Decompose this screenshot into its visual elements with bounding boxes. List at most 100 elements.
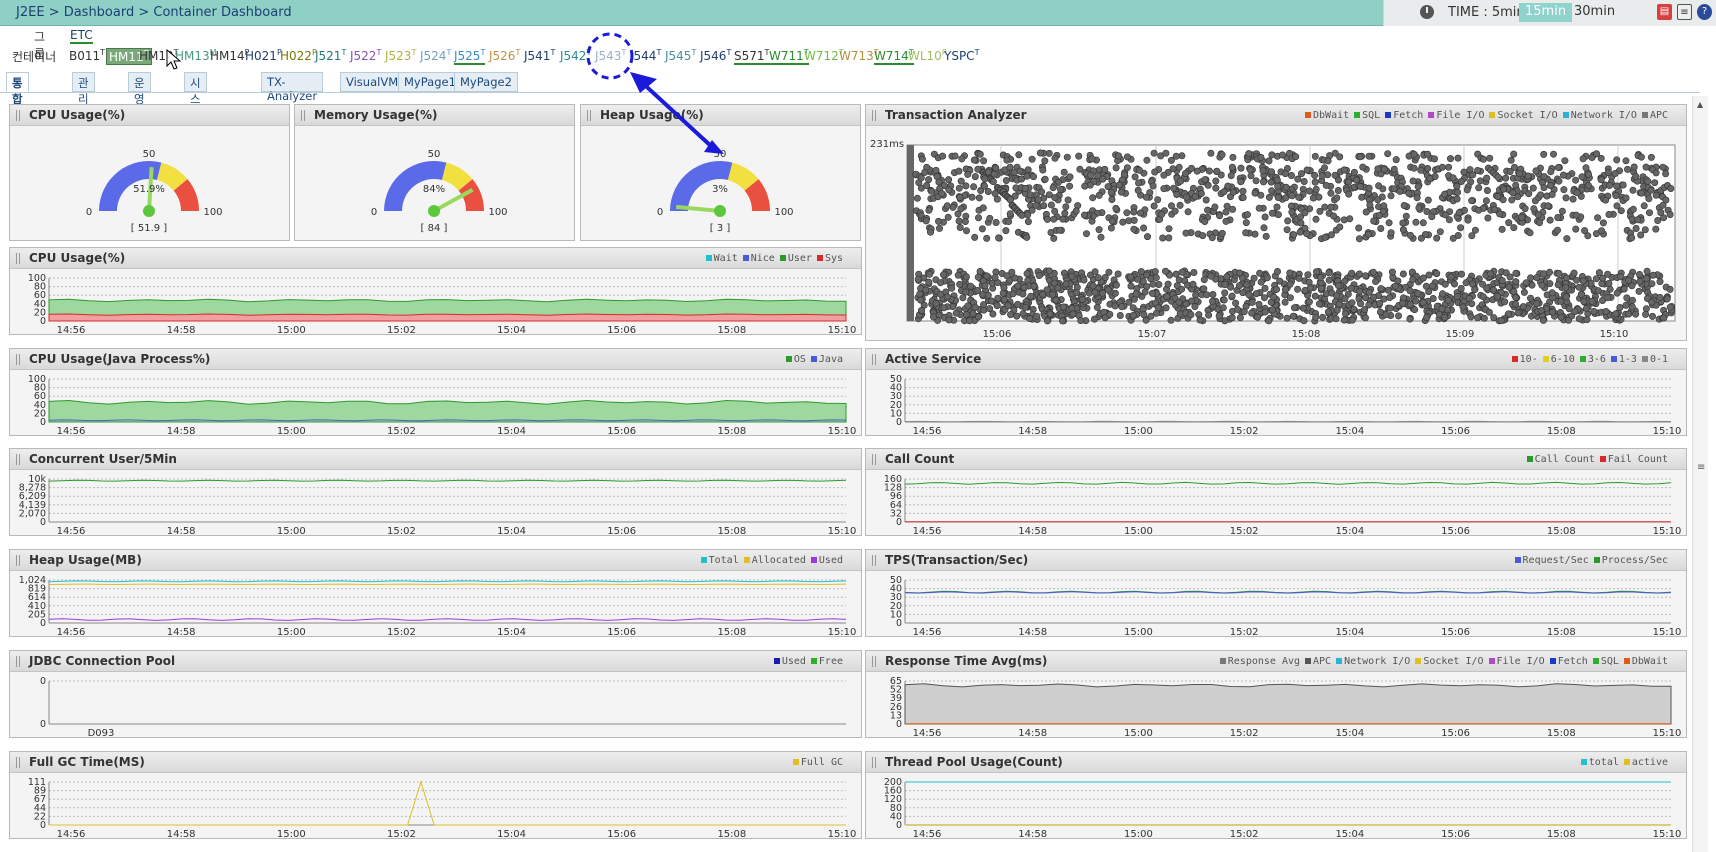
scatter-point[interactable] xyxy=(1290,231,1298,239)
scatter-point[interactable] xyxy=(1356,182,1364,190)
scatter-point[interactable] xyxy=(1097,233,1105,241)
scatter-point[interactable] xyxy=(916,290,924,298)
scatter-point[interactable] xyxy=(1222,217,1230,225)
scatter-point[interactable] xyxy=(963,311,971,319)
scatter-point[interactable] xyxy=(971,303,979,311)
scatter-point[interactable] xyxy=(1080,276,1088,284)
scatter-point[interactable] xyxy=(1177,177,1185,185)
scatter-point[interactable] xyxy=(1519,303,1527,311)
scatter-point[interactable] xyxy=(1666,211,1674,219)
scatter-point[interactable] xyxy=(1327,231,1335,239)
scatter-point[interactable] xyxy=(1155,281,1163,289)
scatter-point[interactable] xyxy=(1003,156,1011,164)
container-chip[interactable]: J546T xyxy=(700,48,731,63)
scatter-point[interactable] xyxy=(1045,267,1053,275)
scatter-point[interactable] xyxy=(1534,211,1542,219)
scatter-point[interactable] xyxy=(1052,296,1060,304)
scatter-point[interactable] xyxy=(937,279,945,287)
scatter-point[interactable] xyxy=(1580,298,1588,306)
scatter-point[interactable] xyxy=(1459,303,1467,311)
scatter-point[interactable] xyxy=(1089,194,1097,202)
scatter-point[interactable] xyxy=(968,193,976,201)
scatter-point[interactable] xyxy=(1376,300,1384,308)
scatter-point[interactable] xyxy=(1469,171,1477,179)
scatter-point[interactable] xyxy=(1312,215,1320,223)
scatter-point[interactable] xyxy=(1330,212,1338,220)
container-chip[interactable]: HM12T xyxy=(139,48,179,63)
legend-item[interactable]: Request/Sec xyxy=(1514,555,1589,566)
scatter-point[interactable] xyxy=(1457,224,1465,232)
scatter-point[interactable] xyxy=(918,155,926,163)
scatter-point[interactable] xyxy=(1506,167,1514,175)
scatter-point[interactable] xyxy=(1374,196,1382,204)
scatter-point[interactable] xyxy=(1526,294,1534,302)
scatter-point[interactable] xyxy=(964,170,972,178)
scatter-point[interactable] xyxy=(1104,286,1112,294)
drag-grip-icon[interactable] xyxy=(16,757,20,768)
scatter-point[interactable] xyxy=(1162,149,1170,157)
scatter-point[interactable] xyxy=(1597,176,1605,184)
legend-item[interactable]: DbWait xyxy=(1623,656,1668,667)
scatter-point[interactable] xyxy=(1592,275,1600,283)
scatter-point[interactable] xyxy=(991,189,999,197)
scatter-point[interactable] xyxy=(1582,164,1590,172)
scatter-point[interactable] xyxy=(1023,233,1031,241)
scatter-point[interactable] xyxy=(1059,317,1067,325)
scatter-point[interactable] xyxy=(1540,270,1548,278)
scatter-point[interactable] xyxy=(991,274,999,282)
scatter-point[interactable] xyxy=(1521,205,1529,213)
scatter-point[interactable] xyxy=(1554,163,1562,171)
scatter-point[interactable] xyxy=(1512,278,1520,286)
scatter-point[interactable] xyxy=(1387,192,1395,200)
scatter-point[interactable] xyxy=(1370,217,1378,225)
scatter-point[interactable] xyxy=(1134,186,1142,194)
scatter-point[interactable] xyxy=(1361,272,1369,280)
scatter-point[interactable] xyxy=(1229,188,1237,196)
scatter-point[interactable] xyxy=(1173,191,1181,199)
container-chip[interactable]: J521T xyxy=(315,48,346,63)
scatter-point[interactable] xyxy=(1222,208,1230,216)
scatter-point[interactable] xyxy=(955,184,963,192)
container-chip[interactable]: W711T xyxy=(769,48,809,65)
scatter-point[interactable] xyxy=(1548,289,1556,297)
scatter-point[interactable] xyxy=(1597,227,1605,235)
drag-grip-icon[interactable] xyxy=(872,354,876,365)
scatter-point[interactable] xyxy=(1045,191,1053,199)
scatter-point[interactable] xyxy=(1493,292,1501,300)
scatter-point[interactable] xyxy=(1505,219,1513,227)
scatter-point[interactable] xyxy=(1311,178,1319,186)
panel-header[interactable]: Memory Usage(%) xyxy=(295,105,574,126)
scatter-point[interactable] xyxy=(956,193,964,201)
scatter-point[interactable] xyxy=(1023,270,1031,278)
scatter-point[interactable] xyxy=(1219,304,1227,312)
scatter-point[interactable] xyxy=(943,293,951,301)
scatter-point[interactable] xyxy=(1494,173,1502,181)
container-chip[interactable]: J542T xyxy=(560,48,591,63)
breadcrumb[interactable]: J2EE > Dashboard > Container Dashboard xyxy=(16,5,292,20)
scatter-point[interactable] xyxy=(1154,304,1162,312)
scatter-point[interactable] xyxy=(1480,314,1488,322)
scatter-point[interactable] xyxy=(1396,187,1404,195)
scatter-point[interactable] xyxy=(1297,219,1305,227)
container-chip[interactable]: HM14P xyxy=(210,48,249,63)
scatter-point[interactable] xyxy=(1027,292,1035,300)
scatter-point[interactable] xyxy=(1487,270,1495,278)
scatter-point[interactable] xyxy=(1321,233,1329,241)
drag-grip-icon[interactable] xyxy=(872,757,876,768)
scatter-point[interactable] xyxy=(1505,310,1513,318)
scatter-point[interactable] xyxy=(1247,172,1255,180)
scatter-point[interactable] xyxy=(1193,167,1201,175)
scatter-point[interactable] xyxy=(1252,290,1260,298)
scatter-point[interactable] xyxy=(1660,314,1668,322)
scatter-point[interactable] xyxy=(1460,168,1468,176)
scatter-point[interactable] xyxy=(1405,189,1413,197)
scatter-point[interactable] xyxy=(1494,193,1502,201)
scatter-point[interactable] xyxy=(1613,156,1621,164)
scatter-point[interactable] xyxy=(1221,289,1229,297)
scatter-point[interactable] xyxy=(1538,281,1546,289)
scatter-point[interactable] xyxy=(1221,281,1229,289)
scatter-point[interactable] xyxy=(1575,283,1583,291)
scatter-point[interactable] xyxy=(1251,189,1259,197)
scatter-point[interactable] xyxy=(1464,216,1472,224)
scatter-point[interactable] xyxy=(1525,190,1533,198)
